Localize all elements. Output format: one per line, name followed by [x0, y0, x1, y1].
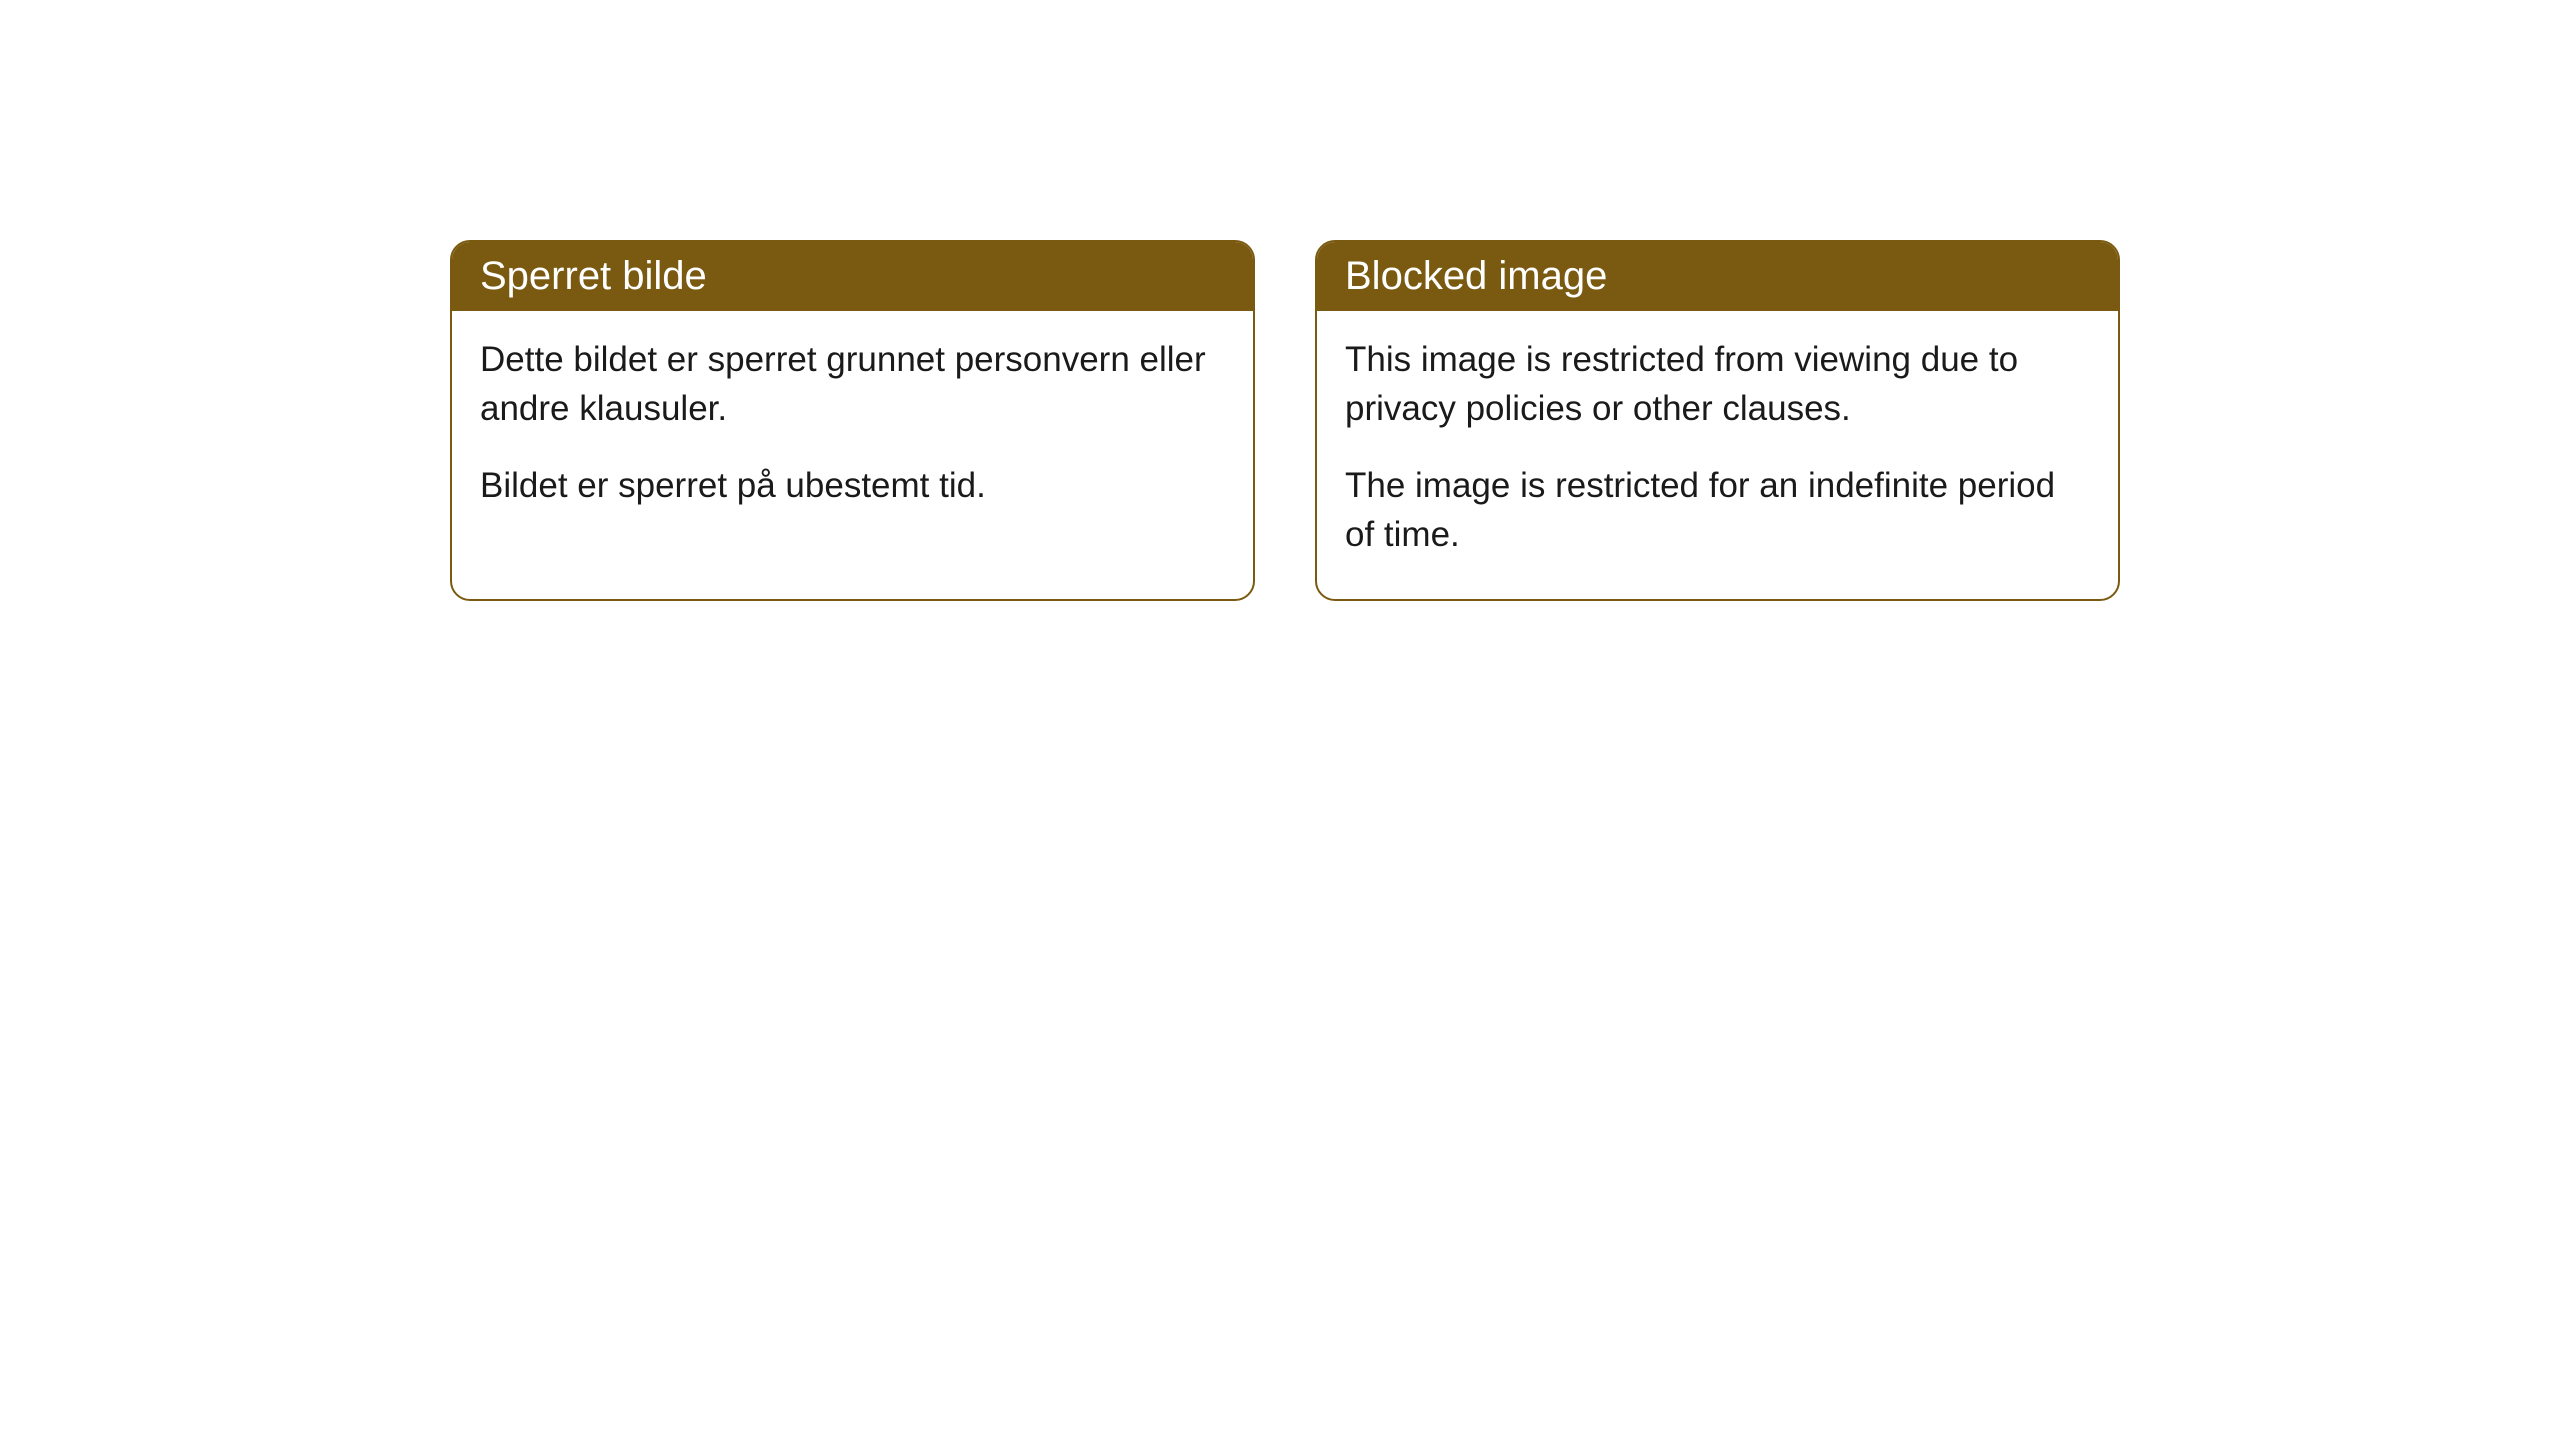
notice-card-norwegian: Sperret bilde Dette bildet er sperret gr…	[450, 240, 1255, 601]
notice-paragraph-1: This image is restricted from viewing du…	[1345, 335, 2090, 433]
notice-card-english: Blocked image This image is restricted f…	[1315, 240, 2120, 601]
notice-paragraph-1: Dette bildet er sperret grunnet personve…	[480, 335, 1225, 433]
card-header-english: Blocked image	[1317, 242, 2118, 311]
card-body-norwegian: Dette bildet er sperret grunnet personve…	[452, 311, 1253, 550]
notice-paragraph-2: Bildet er sperret på ubestemt tid.	[480, 461, 1225, 510]
card-body-english: This image is restricted from viewing du…	[1317, 311, 2118, 599]
card-header-norwegian: Sperret bilde	[452, 242, 1253, 311]
notice-container: Sperret bilde Dette bildet er sperret gr…	[0, 0, 2560, 601]
notice-paragraph-2: The image is restricted for an indefinit…	[1345, 461, 2090, 559]
